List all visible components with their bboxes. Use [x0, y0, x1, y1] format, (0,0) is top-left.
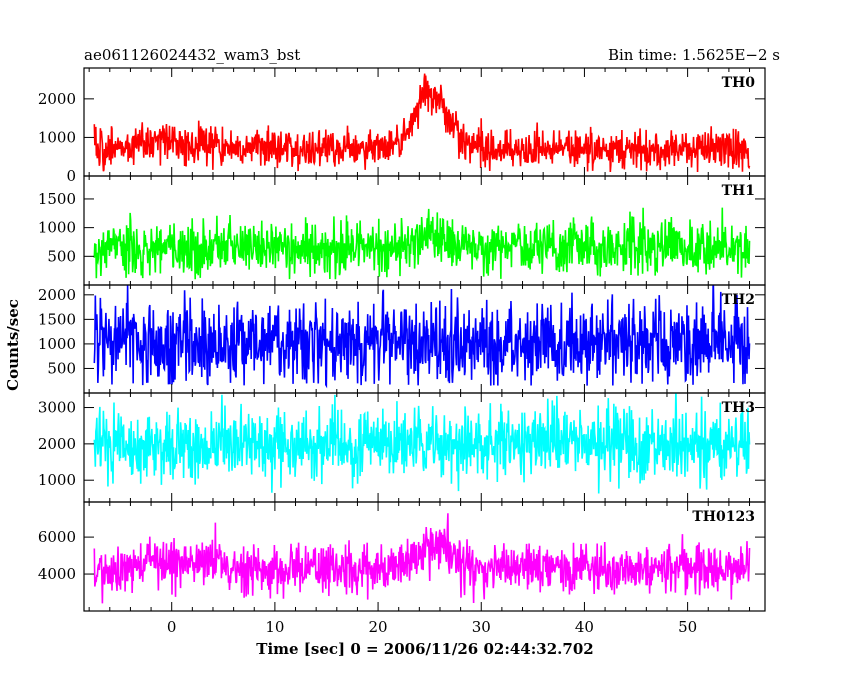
panel-label-th0123: TH0123	[692, 509, 755, 525]
y-tick-label-th0123: 6000	[38, 528, 76, 546]
series-th1	[93, 207, 751, 280]
panel-label-th2: TH2	[722, 292, 755, 308]
x-tick-label: 30	[472, 618, 491, 636]
x-axis-label: Time [sec] 0 = 2006/11/26 02:44:32.702	[256, 640, 593, 658]
y-tick-label-th0: 2000	[38, 90, 76, 108]
panel-label-th1: TH1	[722, 183, 755, 199]
series-th2	[93, 285, 751, 389]
y-tick-label-th2: 2000	[38, 286, 76, 304]
y-tick-label-th0123: 4000	[38, 565, 76, 583]
series-th3	[93, 393, 751, 494]
y-tick-label-th2: 1000	[38, 335, 76, 353]
panel-label-th3: TH3	[722, 400, 755, 416]
x-tick-label: 20	[369, 618, 388, 636]
y-tick-label-th0: 0	[66, 167, 76, 185]
y-tick-label-th3: 3000	[38, 399, 76, 417]
chart-title-right: Bin time: 1.5625E−2 s	[608, 46, 780, 64]
y-tick-label-th2: 500	[47, 359, 76, 377]
series-th0	[93, 73, 751, 172]
x-tick-label: 10	[265, 618, 284, 636]
y-tick-label-th2: 1500	[38, 310, 76, 328]
x-tick-label: 50	[678, 618, 697, 636]
y-tick-label-th3: 2000	[38, 435, 76, 453]
y-tick-label-th1: 1500	[38, 190, 76, 208]
y-tick-label-th1: 500	[47, 247, 76, 265]
x-tick-label: 0	[167, 618, 177, 636]
x-tick-label: 40	[575, 618, 594, 636]
panel-label-th0: TH0	[722, 75, 756, 91]
y-axis-label: Counts/sec	[4, 299, 22, 391]
y-tick-label-th3: 1000	[38, 471, 76, 489]
series-th0123	[93, 513, 751, 604]
chart-title-left: ae061126024432_wam3_bst	[84, 46, 300, 64]
panel-frame-th0123	[83, 501, 766, 612]
y-tick-label-th1: 1000	[38, 219, 76, 237]
y-tick-label-th0: 1000	[38, 128, 76, 146]
